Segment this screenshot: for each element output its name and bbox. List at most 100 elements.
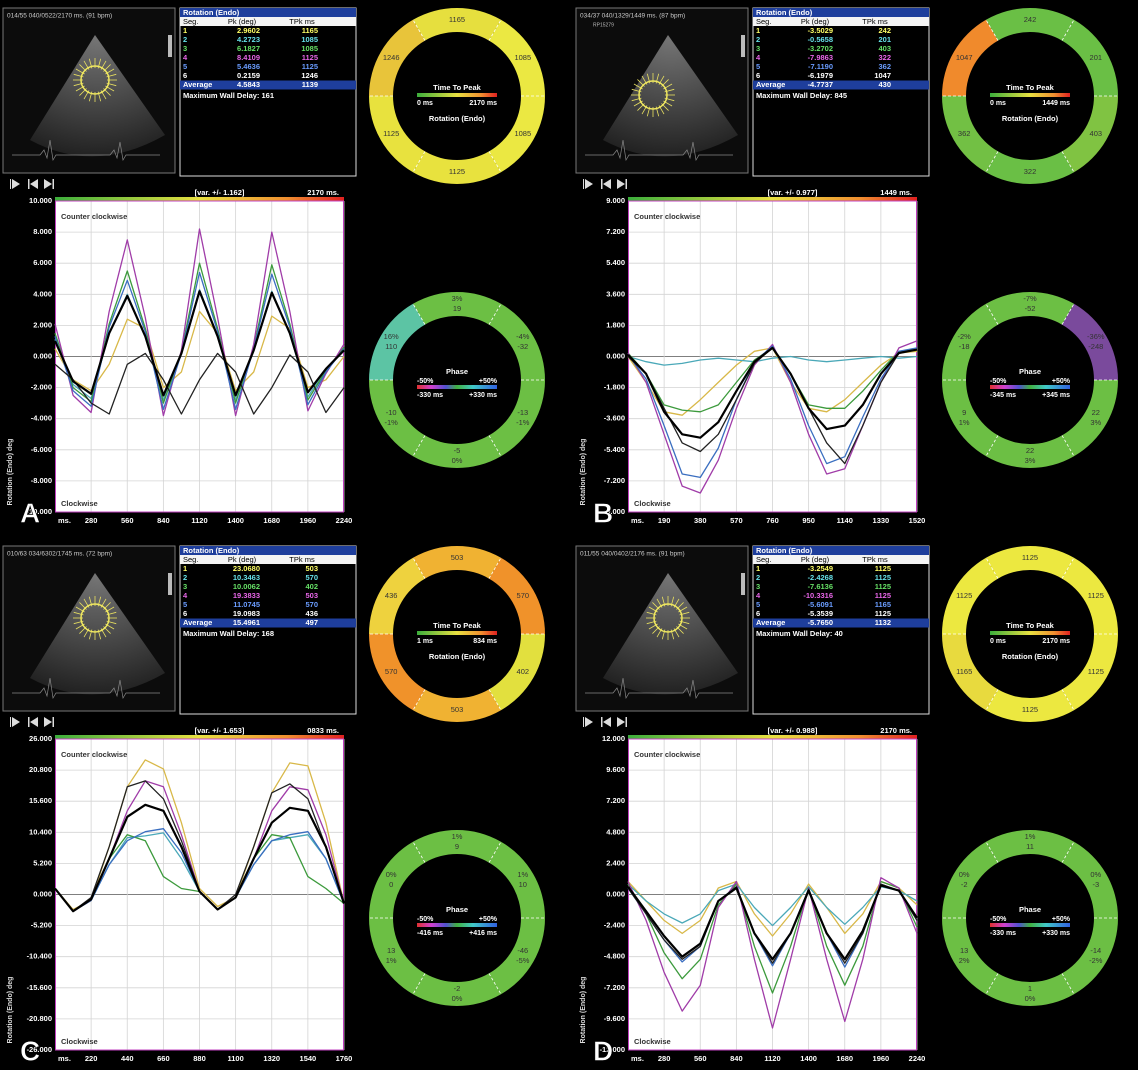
segment-percent: 1% [452,832,463,841]
segment-ms: 9 [455,842,459,851]
gray-scale-bar [168,35,172,57]
y-tick-label: -20.800 [27,1014,52,1023]
segment-ms: 10 [519,880,527,889]
table-cell: 8.4109 [237,53,260,62]
legend-bar [417,923,497,927]
table-cell: 0.2159 [237,71,260,80]
legend-title: Phase [446,905,468,914]
segment-ms: -2 [454,984,461,993]
table-cell: 322 [878,53,891,62]
y-tick-label: 26.000 [29,734,52,743]
table-cell: 2 [183,573,187,582]
segment-percent: 3% [452,294,463,303]
table-cell: 242 [878,26,891,35]
x-tick-label: 660 [157,1054,170,1063]
segment-percent: 0% [959,870,970,879]
segment-label: 1125 [1088,591,1104,600]
gray-scale-bar [741,573,745,595]
table-cell: 1125 [875,573,891,582]
column-header: TPk ms [289,555,315,564]
y-tick-label: 3.600 [606,289,625,298]
y-tick-label: 15.600 [29,796,52,805]
y-tick-label: -5.400 [604,445,625,454]
table-title: Rotation (Endo) [756,546,813,555]
y-tick-label: 10.000 [29,196,52,205]
y-tick-label: 2.400 [606,858,625,867]
variance-label: [var. +/- 0.988] [768,726,818,735]
column-header: Seg. [756,555,771,564]
y-tick-label: 2.000 [33,320,52,329]
counter-clockwise-label: Counter clockwise [634,750,700,759]
average-cell: -4.7737 [808,80,833,89]
segment-percent: 3% [1025,456,1036,465]
segment-ms: 13 [387,946,395,955]
legend-max-pct: +50% [479,378,498,385]
results-table: Rotation (Endo)Seg.Pk (deg)TPk ms1-3.254… [753,546,929,714]
thumbnail-note: RP15279 [593,22,614,28]
legend-subtitle: Rotation (Endo) [1002,114,1059,123]
y-tick-label: -8.000 [31,476,52,485]
x-tick-label: 1140 [837,516,853,525]
legend-title: Time To Peak [1006,621,1054,630]
table-cell: 23.0680 [233,564,260,573]
x-tick-label: 280 [85,516,98,525]
segment-label: 1125 [383,129,399,138]
segment-label: 402 [517,667,530,676]
legend-bar [990,631,1070,635]
segment-ms: -2 [961,880,968,889]
legend-max: 2170 ms [469,100,497,107]
x-tick-label: 1400 [227,516,244,525]
max-wall-delay: Maximum Wall Delay: 168 [183,629,274,638]
segment-label: 1125 [1022,705,1038,714]
y-tick-label: 7.200 [606,796,625,805]
legend-max: +345 ms [1042,392,1070,399]
x-tick-label: 560 [694,1054,707,1063]
x-tick-label: 280 [658,1054,671,1063]
table-cell: 1246 [301,71,318,80]
segment-percent: 3% [1090,418,1101,427]
y-tick-label: 9.600 [606,765,625,774]
segment-percent: 0% [1090,870,1101,879]
y-tick-label: 7.200 [606,227,625,236]
column-header: TPk ms [289,17,315,26]
legend-bar [417,631,497,635]
average-cell: -5.7650 [808,618,833,627]
table-cell: 3 [183,582,187,591]
gray-scale-bar [168,573,172,595]
x-tick-label: 220 [85,1054,98,1063]
max-wall-delay: Maximum Wall Delay: 161 [183,91,274,100]
x-tick-label: 560 [121,516,134,525]
echo-thumbnail: 034/37 040/1329/1449 ms. (87 bpm)RP15279 [576,8,748,173]
table-cell: 2 [756,573,760,582]
table-cell: 362 [878,62,891,71]
segment-percent: -7% [1023,294,1037,303]
y-tick-label: 0.000 [606,889,625,898]
segment-label: 503 [451,705,464,714]
clockwise-label: Clockwise [61,1037,98,1046]
legend-max: +416 ms [469,930,497,937]
legend-min: -330 ms [417,392,443,399]
y-tick-label: 6.000 [33,258,52,267]
rotation-plot: [var. +/- 1.162]2170 ms.10.0008.0006.000… [7,188,353,525]
variance-label: [var. +/- 1.162] [195,188,245,197]
table-cell: 19.3833 [233,591,260,600]
segment-percent: 1% [1025,832,1036,841]
x-unit-label: ms. [58,1054,71,1063]
legend-max: 2170 ms [1042,638,1070,645]
panel-letter: C [20,1035,40,1066]
gray-scale-bar [741,35,745,57]
table-cell: 5 [756,62,760,71]
table-cell: 10.0062 [233,582,260,591]
table-cell: 1165 [875,600,891,609]
table-cell: 570 [305,600,318,609]
segment-percent: -2% [1089,956,1103,965]
segment-ms: -46 [517,946,528,955]
table-title: Rotation (Endo) [183,546,240,555]
x-unit-label: ms. [58,516,71,525]
x-tick-label: 2240 [909,1054,926,1063]
results-table: Rotation (Endo)Seg.Pk (deg)TPk ms12.9602… [180,8,356,176]
table-cell: -2.4268 [808,573,833,582]
figure: 014/55 040/0522/2170 ms. (91 bpm)Rotatio… [0,0,1138,1070]
segment-label: 1125 [1088,667,1104,676]
average-cell: 1139 [302,80,318,89]
